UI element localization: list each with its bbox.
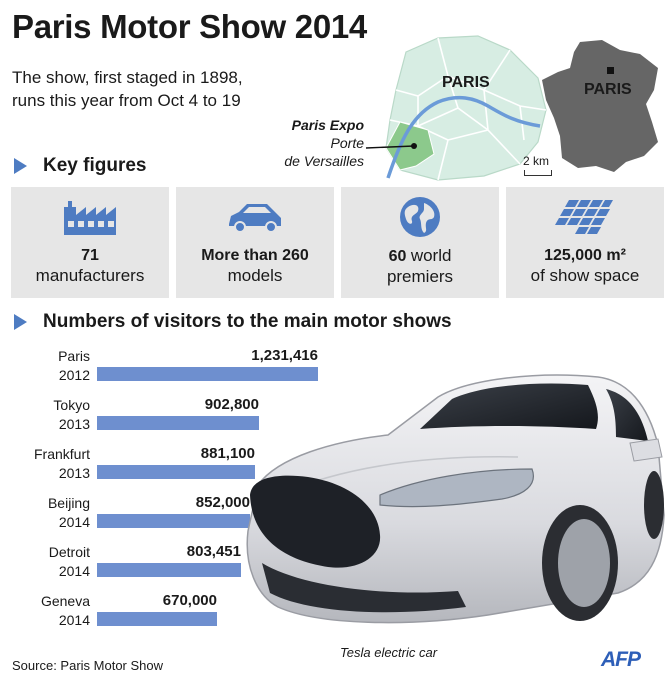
paris-map [365, 35, 547, 181]
car-caption: Tesla electric car [340, 645, 438, 660]
bar-city-label: Frankfurt 2013 [34, 445, 90, 483]
bar [97, 514, 250, 528]
paris-city-label: PARIS [442, 74, 490, 91]
tesla-car-image [246, 374, 665, 624]
bar-city-year: 2014 [58, 514, 90, 530]
bar-row: Beijing 2014 852,000 [0, 494, 330, 534]
key-figures-heading-text: Key figures [43, 155, 147, 176]
bar-city-year: 2013 [58, 465, 90, 481]
figure-number: More than 260 [201, 247, 309, 264]
figure-number: 71 [81, 247, 99, 264]
france-silhouette [542, 40, 658, 172]
subtitle: The show, first staged in 1898, runs thi… [12, 66, 312, 112]
subtitle-line-2: runs this year from Oct 4 to 19 [12, 91, 241, 110]
bar-value-label: 902,800 [204, 396, 259, 413]
venue-label-line-2: Porte [330, 135, 364, 151]
car-grille [250, 475, 381, 568]
venue-label: Paris Expo Porte de Versailles [268, 116, 364, 170]
bar-city-name: Detroit [48, 544, 90, 560]
bar-city-year: 2014 [58, 563, 90, 579]
car-rear-wheel [644, 471, 664, 539]
triangle-bullet-icon [14, 314, 27, 330]
visitors-heading: Numbers of visitors to the main motor sh… [14, 311, 452, 333]
factory-icon [64, 201, 116, 235]
bar-value-label: 803,451 [186, 543, 241, 560]
car-windshield [420, 383, 598, 429]
bar [97, 465, 255, 479]
globe-icon [400, 197, 440, 237]
car-icon [229, 204, 281, 233]
france-paris-label: PARIS [584, 81, 632, 98]
solar-grid-icon [555, 200, 613, 234]
venue-label-line-3: de Versailles [284, 153, 364, 169]
bar-city-label: Geneva 2014 [41, 592, 90, 630]
subtitle-line-1: The show, first staged in 1898, [12, 68, 243, 87]
bar-city-name: Frankfurt [33, 446, 90, 462]
bar-city-year: 2012 [58, 367, 90, 383]
bar [97, 416, 259, 430]
figure-card-show-space: 125,000 m² of show space [506, 187, 664, 298]
bar-row: Tokyo 2013 902,800 [0, 396, 330, 436]
venue-label-line-1: Paris Expo [291, 117, 364, 133]
bar-row: Geneva 2014 670,000 [0, 592, 330, 632]
visitors-heading-text: Numbers of visitors to the main motor sh… [43, 311, 452, 332]
car-wheel-rim [558, 519, 610, 607]
figure-label: of show space [530, 266, 640, 285]
bar-value-label: 852,000 [195, 494, 250, 511]
key-figures-heading: Key figures [14, 155, 146, 177]
bar-city-year: 2014 [58, 612, 90, 628]
france-map [542, 40, 658, 172]
car-headlight [379, 468, 534, 508]
bar-city-label: Paris 2012 [58, 347, 90, 385]
scale-bar [524, 170, 552, 176]
figure-number-suffix: world [410, 246, 452, 265]
bar-city-name: Paris [58, 348, 90, 364]
bar-value-label: 881,100 [200, 445, 255, 462]
bar-row: Detroit 2014 803,451 [0, 543, 330, 583]
bar-city-label: Tokyo 2013 [53, 396, 90, 434]
figure-card-models: More than 260 models [176, 187, 334, 298]
bar-value-label: 1,231,416 [251, 347, 318, 364]
figure-card-manufacturers: 71 manufacturers [11, 187, 169, 298]
page-title: Paris Motor Show 2014 [12, 8, 367, 45]
scale-label: 2 km [523, 154, 550, 168]
venue-dot [411, 143, 417, 149]
afp-logo: AFP [601, 648, 641, 671]
triangle-bullet-icon [14, 158, 27, 174]
bar-city-label: Detroit 2014 [49, 543, 90, 581]
bar-row: Frankfurt 2013 881,100 [0, 445, 330, 485]
bar [97, 612, 217, 626]
bar [97, 563, 241, 577]
bar-city-name: Geneva [40, 593, 90, 609]
bar-city-label: Beijing 2014 [48, 494, 90, 532]
figure-number: 60 world [341, 246, 499, 267]
bar-city-name: Tokyo [53, 397, 90, 413]
bar-city-name: Beijing [47, 495, 90, 511]
figure-number-value: 60 [388, 248, 407, 265]
car-lower-bumper [262, 563, 466, 613]
car-mirror [629, 438, 663, 462]
bar [97, 367, 318, 381]
paris-marker [607, 67, 614, 74]
figure-label: premiers [386, 267, 454, 286]
venue-pointer [365, 145, 415, 149]
paris-arrondissements [389, 37, 547, 181]
figure-card-premiers: 60 world premiers [341, 187, 499, 298]
figure-number: 125,000 m² [544, 247, 626, 264]
bar-row: Paris 2012 1,231,416 [0, 347, 330, 387]
bar-city-year: 2013 [58, 416, 90, 432]
car-side-window [606, 389, 648, 441]
source-note: Source: Paris Motor Show [12, 658, 164, 673]
figure-label: manufacturers [35, 266, 145, 285]
figure-label: models [227, 266, 283, 285]
seine-river [386, 95, 541, 179]
bar-value-label: 670,000 [162, 592, 217, 609]
